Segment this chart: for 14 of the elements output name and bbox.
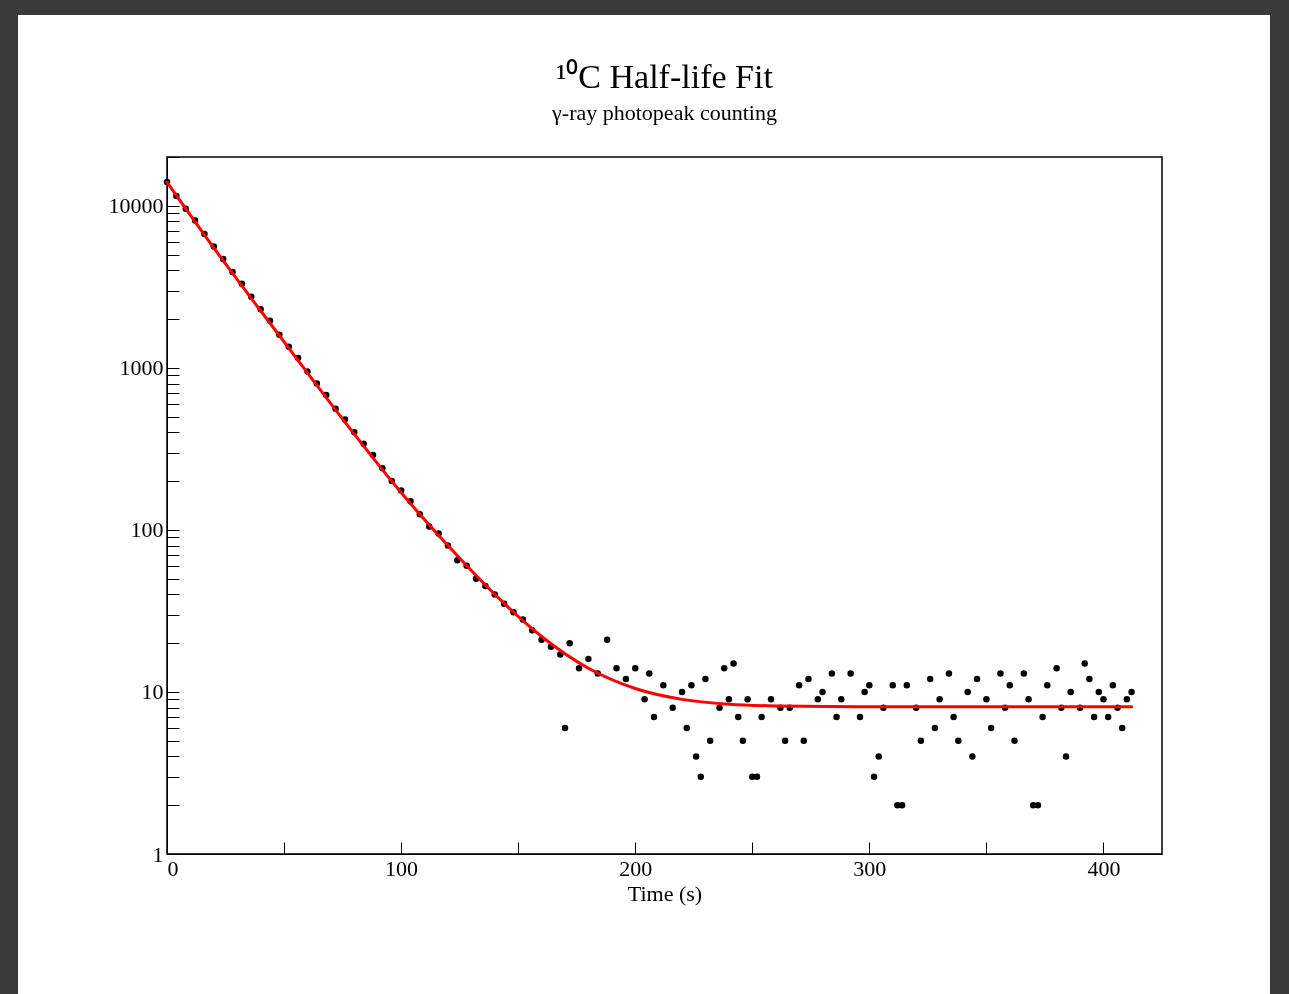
y-tick-label: 1000: [119, 355, 164, 381]
y-tick-label: 10000: [108, 193, 164, 219]
x-tick-label: 300: [853, 855, 887, 881]
x-axis-title: Time (s): [627, 880, 703, 906]
y-tick-label: 100: [130, 517, 164, 543]
x-tick-label: 200: [619, 855, 653, 881]
x-tick-label: 100: [385, 855, 419, 881]
chart-title: ¹⁰C Half-life Fit: [556, 58, 774, 95]
line-series: [165, 180, 1134, 709]
x-tick-label: 400: [1087, 855, 1121, 881]
chart-subtitle: γ-ray photopeak counting: [551, 100, 777, 125]
y-tick-label: 10: [141, 679, 164, 705]
x-tick-label: 0: [167, 855, 179, 881]
y-tick-label: 1: [152, 841, 164, 867]
